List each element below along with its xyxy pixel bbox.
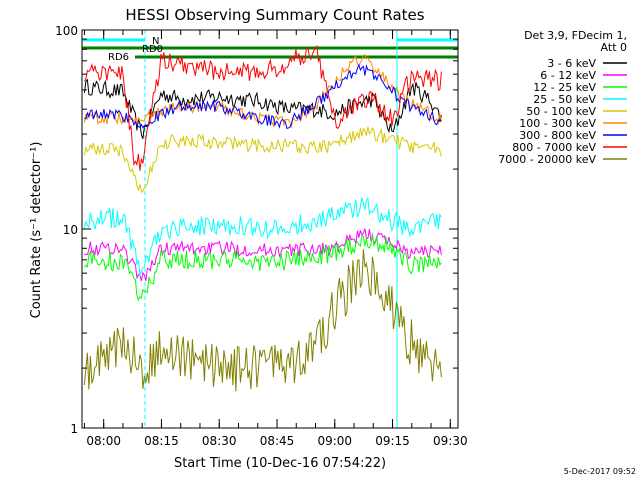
series-line	[83, 78, 442, 139]
plot-area: N RD0 RD6	[81, 29, 459, 429]
x-tick-label: 08:45	[260, 434, 295, 448]
x-tick-label: 09:15	[375, 434, 410, 448]
series-line	[83, 126, 442, 194]
x-tick-label: 08:00	[86, 434, 121, 448]
legend-title-line-1: Det 3,9, FDecim 1,	[524, 29, 627, 42]
chart-title: HESSI Observing Summary Count Rates	[125, 6, 424, 24]
x-axis-label: Start Time (10-Dec-16 07:54:22)	[174, 456, 386, 471]
legend-item-label: 3 - 6 keV	[547, 57, 596, 70]
rd6-label: RD6	[108, 52, 129, 63]
series-line	[83, 196, 442, 277]
series-line	[83, 233, 442, 302]
y-tick-label: 1	[70, 422, 78, 436]
x-tick-label: 08:15	[144, 434, 179, 448]
legend-item-label: 50 - 100 keV	[526, 105, 596, 118]
y-tick-label: 100	[55, 24, 78, 38]
x-tick-label: 09:30	[433, 434, 468, 448]
x-axis: 08:00 08:15 08:30 08:45 09:00 09:15 09:30	[83, 30, 468, 448]
legend-item-label: 300 - 800 keV	[519, 129, 596, 142]
series-layer	[83, 44, 442, 392]
rd0-label: RD0	[142, 44, 163, 55]
y-axis-label: Count Rate (s⁻¹ detector⁻¹)	[29, 142, 44, 319]
legend-item-label: 7000 - 20000 keV	[498, 153, 596, 166]
legend-item-label: 25 - 50 keV	[533, 93, 596, 106]
legend-item-label: 12 - 25 keV	[533, 81, 596, 94]
legend-item-label: 800 - 7000 keV	[512, 141, 596, 154]
y-tick-label: 10	[63, 223, 78, 237]
series-line	[84, 63, 442, 130]
x-tick-label: 09:00	[317, 434, 352, 448]
legend-title-line-2: Att 0	[601, 41, 627, 54]
legend-item-label: 6 - 12 keV	[540, 69, 596, 82]
series-line	[84, 228, 442, 282]
n-label: N	[152, 36, 159, 47]
x-tick-label: 08:30	[202, 434, 237, 448]
series-line	[83, 44, 442, 171]
y-axis: 1 10 100	[55, 24, 458, 436]
generation-timestamp: 5-Dec-2017 09:52	[564, 467, 636, 476]
legend-item-label: 100 - 300 keV	[519, 117, 596, 130]
series-line	[83, 249, 442, 392]
series-line	[83, 54, 442, 129]
